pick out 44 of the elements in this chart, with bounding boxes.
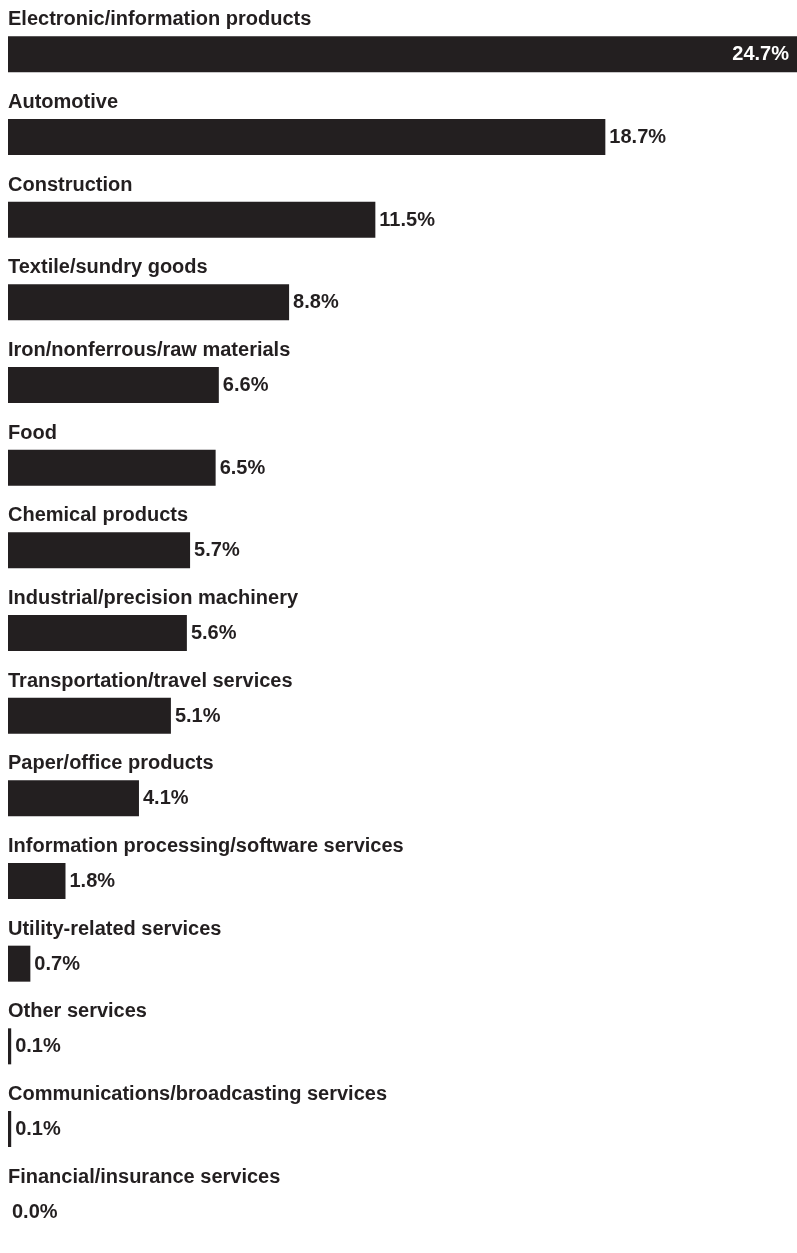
data-label: 5.7%: [194, 538, 240, 561]
bar: [8, 863, 66, 899]
data-label: 11.5%: [379, 207, 436, 230]
y-tick-label: Food: [8, 420, 57, 443]
bar: [8, 367, 219, 403]
y-tick-label: Financial/insurance services: [8, 1164, 281, 1187]
y-tick-label: Information processing/software services: [8, 834, 404, 856]
data-label: 0.1%: [15, 1117, 61, 1139]
bar: [8, 615, 187, 651]
bar: [8, 532, 191, 569]
data-label: 4.1%: [142, 786, 189, 809]
bar: [8, 449, 216, 486]
data-label: 6.5%: [219, 455, 266, 478]
bar: [8, 780, 139, 817]
bar: [8, 945, 31, 982]
data-label: 6.6%: [222, 373, 269, 395]
bar: [8, 284, 290, 321]
y-tick-label: Other services: [8, 999, 147, 1022]
y-tick-label: Paper/office products: [8, 751, 214, 774]
y-tick-label: Utility-related services: [8, 916, 222, 939]
data-label: 1.8%: [69, 869, 116, 891]
data-label: 18.7%: [609, 125, 667, 147]
y-tick-label: Transportation/travel services: [8, 668, 293, 691]
y-tick-label: Communications/broadcasting services: [8, 1082, 388, 1104]
bar: [8, 697, 171, 734]
y-tick-label: Iron/nonferrous/raw materials: [8, 338, 291, 360]
data-label: 5.6%: [190, 621, 237, 643]
bar: [8, 36, 797, 73]
y-tick-label: Construction: [8, 172, 133, 195]
y-tick-label: Textile/sundry goods: [8, 255, 208, 278]
data-label: 5.1%: [174, 703, 221, 726]
data-label: 24.7%: [732, 42, 790, 65]
y-tick-label: Automotive: [8, 90, 118, 112]
data-label: 8.8%: [293, 290, 339, 313]
data-label: 0.1%: [15, 1034, 61, 1057]
bar: [8, 1111, 12, 1147]
data-label: 0.0%: [12, 1199, 58, 1222]
y-tick-label: Industrial/precision machinery: [8, 586, 299, 608]
y-tick-label: Chemical products: [8, 503, 189, 526]
y-tick-label: Electronic/information products: [8, 7, 312, 30]
bar: [8, 119, 606, 155]
bar: [8, 201, 376, 238]
data-label: 0.7%: [34, 951, 81, 974]
bar: [8, 1028, 12, 1065]
